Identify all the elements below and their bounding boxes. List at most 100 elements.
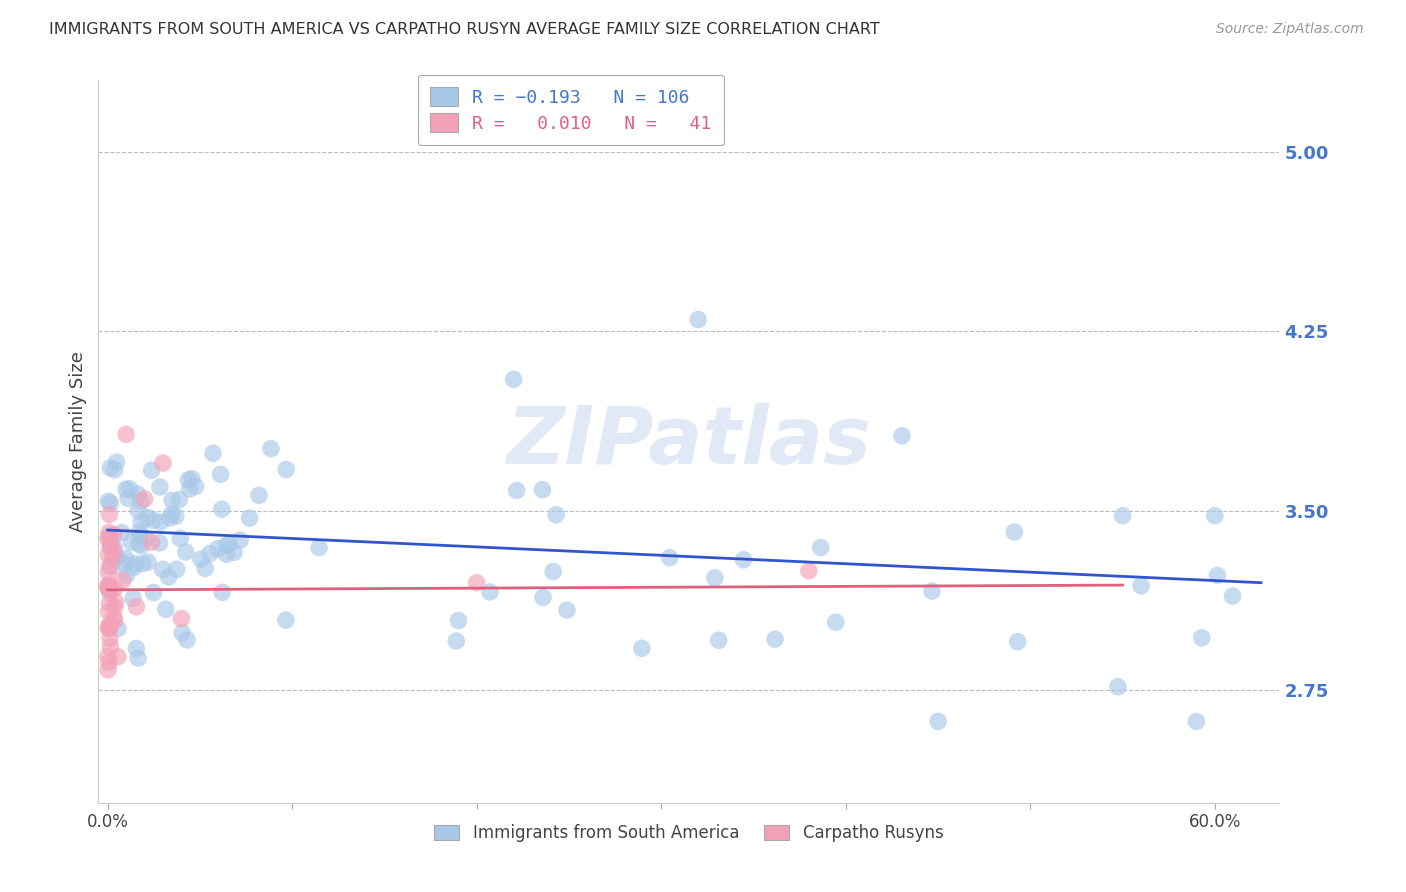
Point xyxy=(502,372,524,386)
Point xyxy=(733,553,755,567)
Point xyxy=(170,625,193,640)
Point xyxy=(97,494,120,508)
Point xyxy=(1191,631,1213,645)
Point xyxy=(98,508,121,522)
Point xyxy=(177,473,200,487)
Point xyxy=(98,586,121,600)
Point xyxy=(134,491,156,506)
Point xyxy=(1111,508,1133,523)
Point xyxy=(104,600,127,615)
Point xyxy=(115,568,138,582)
Point xyxy=(190,552,212,566)
Point xyxy=(124,557,146,571)
Text: ZIPatlas: ZIPatlas xyxy=(506,402,872,481)
Point xyxy=(152,562,174,576)
Point xyxy=(176,632,198,647)
Point xyxy=(103,540,125,554)
Point xyxy=(103,544,125,558)
Point xyxy=(97,580,120,594)
Point xyxy=(148,536,170,550)
Point xyxy=(135,531,157,545)
Point xyxy=(97,663,120,677)
Point xyxy=(891,429,914,443)
Point xyxy=(174,545,197,559)
Point xyxy=(100,496,122,510)
Point xyxy=(179,482,201,496)
Point xyxy=(703,571,725,585)
Point xyxy=(215,538,238,552)
Point xyxy=(194,561,217,575)
Point xyxy=(97,577,120,591)
Point xyxy=(707,633,730,648)
Point xyxy=(103,582,125,596)
Point xyxy=(128,524,150,539)
Text: Source: ZipAtlas.com: Source: ZipAtlas.com xyxy=(1216,22,1364,37)
Point xyxy=(555,603,578,617)
Point xyxy=(98,540,121,554)
Point xyxy=(115,427,138,442)
Point xyxy=(447,614,470,628)
Point xyxy=(100,538,122,552)
Point xyxy=(128,537,150,551)
Point xyxy=(198,546,221,560)
Point xyxy=(103,527,125,541)
Point xyxy=(98,617,121,632)
Point xyxy=(229,533,252,548)
Point xyxy=(152,456,174,470)
Point xyxy=(98,461,121,475)
Point xyxy=(169,532,191,546)
Point xyxy=(658,550,681,565)
Point xyxy=(159,511,181,525)
Point xyxy=(97,620,120,634)
Point xyxy=(122,591,145,606)
Point xyxy=(100,559,122,574)
Point xyxy=(97,531,120,545)
Point xyxy=(98,529,121,543)
Point xyxy=(165,509,187,524)
Point xyxy=(107,649,129,664)
Point xyxy=(131,539,153,553)
Point xyxy=(149,480,172,494)
Point xyxy=(169,492,191,507)
Point xyxy=(103,610,125,624)
Point xyxy=(97,548,120,562)
Point xyxy=(105,550,128,565)
Point xyxy=(98,632,121,646)
Point xyxy=(170,611,193,625)
Point xyxy=(125,641,148,656)
Point xyxy=(125,599,148,614)
Y-axis label: Average Family Size: Average Family Size xyxy=(69,351,87,532)
Point xyxy=(202,446,225,460)
Point xyxy=(100,640,122,654)
Point xyxy=(155,602,177,616)
Point xyxy=(97,566,120,580)
Point xyxy=(129,494,152,508)
Point xyxy=(127,503,149,517)
Point xyxy=(224,545,246,559)
Point xyxy=(127,651,149,665)
Point xyxy=(157,570,180,584)
Point xyxy=(1204,508,1226,523)
Point xyxy=(104,595,127,609)
Point xyxy=(97,605,120,619)
Point xyxy=(308,541,330,555)
Point xyxy=(541,565,564,579)
Point xyxy=(824,615,846,629)
Point xyxy=(98,620,121,634)
Point xyxy=(98,596,121,610)
Point xyxy=(1107,680,1129,694)
Point xyxy=(160,493,183,508)
Point xyxy=(111,525,134,540)
Point xyxy=(180,472,202,486)
Text: IMMIGRANTS FROM SOUTH AMERICA VS CARPATHO RUSYN AVERAGE FAMILY SIZE CORRELATION : IMMIGRANTS FROM SOUTH AMERICA VS CARPATH… xyxy=(49,22,880,37)
Point xyxy=(166,562,188,576)
Point xyxy=(122,560,145,574)
Point xyxy=(927,714,949,729)
Point xyxy=(1007,634,1029,648)
Point xyxy=(184,479,207,493)
Point xyxy=(1222,589,1244,603)
Legend: Immigrants from South America, Carpatho Rusyns: Immigrants from South America, Carpatho … xyxy=(427,817,950,848)
Point xyxy=(160,507,183,521)
Point xyxy=(120,535,142,549)
Point xyxy=(136,510,159,524)
